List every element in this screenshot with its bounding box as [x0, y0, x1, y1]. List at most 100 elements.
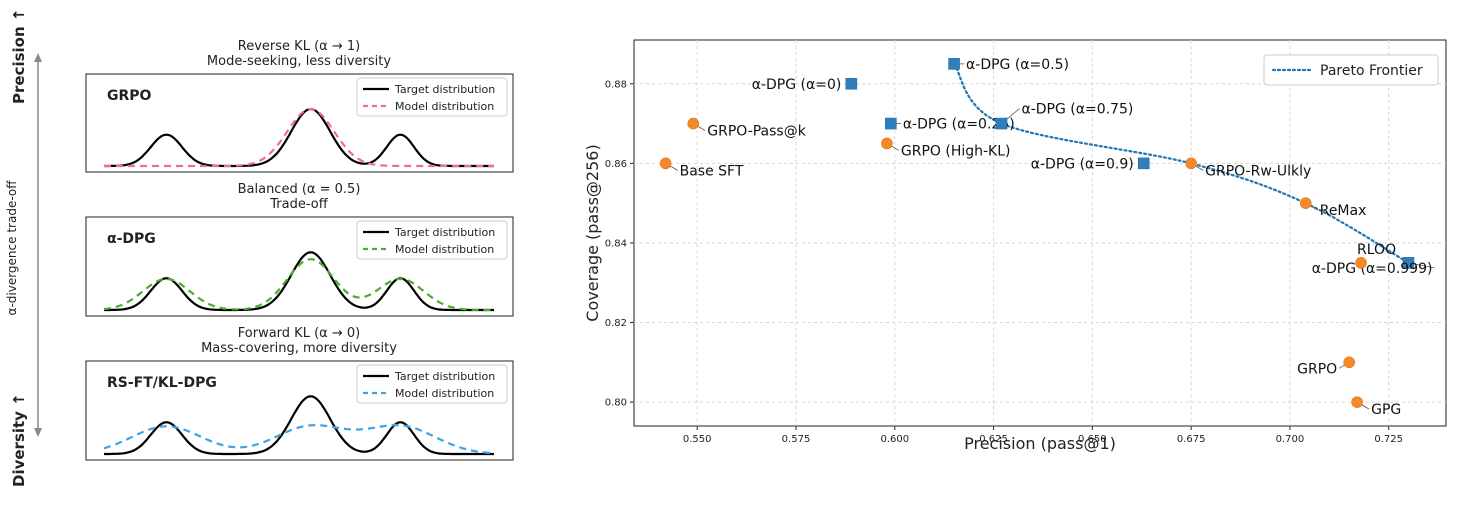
data-point--dpg-0-5-: α-DPG (α=0.5) [948, 57, 1069, 73]
point-label: Base SFT [680, 163, 744, 179]
data-point-grpo-rw-ulkly: GRPO-Rw-Ulkly [1185, 157, 1311, 179]
x-tick-label: 0.625 [979, 434, 1008, 445]
data-point-grpo-high-kl-: GRPO (High-KL) [881, 137, 1011, 159]
panel-legend-box [356, 220, 508, 260]
point-label: RLOO [1357, 242, 1396, 258]
circle-marker [687, 117, 700, 130]
target-distribution-curve [104, 107, 494, 168]
panel-title-line2: Trade-off [269, 197, 328, 212]
y-tick-label: 0.84 [605, 238, 627, 249]
data-point-grpo-pass-k: GRPO-Pass@k [687, 117, 807, 140]
model-distribution-curve [103, 424, 495, 455]
x-tick-label: 0.550 [683, 434, 712, 445]
square-marker [1402, 257, 1415, 269]
data-point--dpg-0-9-: α-DPG (α=0.9) [1031, 156, 1150, 172]
model-distribution-curve [103, 258, 494, 312]
legend: Pareto Frontier [1263, 54, 1439, 86]
point-label: GRPO-Pass@k [707, 124, 806, 140]
x-axis-ticks: 0.550 0.575 0.600 0.625 0.650 0.675 0.700 0.725 [683, 426, 1403, 445]
circle-marker [659, 157, 672, 170]
circle-marker [1355, 257, 1367, 269]
x-axis-label: Precision (pass@1) [964, 434, 1116, 453]
data-point-rloo: RLOO [1355, 242, 1396, 269]
data-point-gpg: GPG [1351, 396, 1401, 418]
point-label: ReMax [1320, 203, 1367, 219]
point-label: α-DPG (α=0.999) [1312, 261, 1433, 277]
legend-model-label: Model distribution [395, 243, 494, 256]
y-tick-label: 0.86 [605, 159, 627, 170]
data-point--dpg-0-25-: α-DPG (α=0.25) [885, 117, 1015, 133]
data-point--dpg-0-999-: α-DPG (α=0.999) [1312, 257, 1435, 277]
data-points: α-DPG (α=0) α-DPG (α=0.25) α-DPG (α=0.5) α-… [659, 57, 1435, 418]
circle-marker [1351, 396, 1363, 408]
panel-title-line2: Mode-seeking, less diversity [207, 54, 391, 69]
legend-box [1263, 54, 1439, 86]
method-label: GRPO [107, 88, 152, 104]
square-marker [995, 117, 1008, 130]
distribution-panels: Reverse KL (α → 1)Mode-seeking, less div… [85, 39, 514, 461]
circle-marker [1343, 356, 1355, 369]
left-side-annotations: Precision ↑ α-divergence trade-off Diver… [5, 9, 42, 487]
x-tick-label: 0.600 [880, 434, 909, 445]
gridlines [634, 40, 1446, 426]
x-tick-label: 0.575 [782, 434, 811, 445]
panel-title-line2: Mass-covering, more diversity [201, 341, 397, 356]
x-tick-label: 0.675 [1177, 434, 1206, 445]
square-marker [885, 117, 897, 130]
diversity-arrow-label: Diversity ↑ [10, 393, 28, 487]
square-marker [1137, 157, 1150, 170]
method-label: RS-FT/KL-DPG [107, 375, 217, 391]
point-label: GRPO (High-KL) [901, 143, 1011, 159]
point-label: α-DPG (α=0.25) [903, 117, 1015, 133]
circle-marker [1299, 197, 1312, 209]
x-tick-label: 0.650 [1078, 434, 1107, 445]
precision-arrow-label: Precision ↑ [10, 9, 28, 104]
point-label: α-DPG (α=0) [752, 77, 842, 93]
y-tick-label: 0.80 [605, 398, 627, 409]
data-point--dpg-0-: α-DPG (α=0) [752, 77, 858, 93]
tradeoff-arrow-down-head [34, 428, 42, 437]
y-axis-label: Coverage (pass@256) [583, 144, 602, 321]
data-point--dpg-0-75-: α-DPG (α=0.75) [995, 102, 1133, 130]
circle-marker [1185, 157, 1197, 170]
scatter-chart: 0.550 0.575 0.600 0.625 0.650 0.675 0.700 0.725… [583, 39, 1447, 453]
target-distribution-curve [104, 395, 494, 456]
panel-title-line1: Reverse KL (α → 1) [238, 39, 360, 54]
data-point-base-sft: Base SFT [659, 157, 744, 179]
distribution-panel-1: Reverse KL (α → 1)Mode-seeking, less div… [85, 39, 514, 173]
panel-legend-box [356, 77, 508, 117]
data-point-remax: ReMax [1299, 197, 1367, 219]
y-tick-label: 0.88 [605, 79, 627, 90]
panel-title-line1: Forward KL (α → 0) [238, 326, 360, 341]
point-label: GRPO-Rw-Ulkly [1205, 163, 1311, 179]
point-label: α-DPG (α=0.5) [966, 57, 1069, 73]
x-tick-label: 0.725 [1374, 434, 1403, 445]
data-point-grpo: GRPO [1297, 356, 1355, 377]
circle-marker [881, 137, 893, 150]
model-distribution-curve [104, 107, 494, 168]
legend-model-label: Model distribution [395, 100, 494, 113]
point-label: GPG [1371, 402, 1401, 418]
point-label: α-DPG (α=0.9) [1031, 156, 1134, 172]
y-axis-ticks: 0.80 0.82 0.84 0.86 0.88 [605, 79, 634, 409]
legend-frontier-label: Pareto Frontier [1320, 63, 1423, 79]
square-marker [948, 58, 960, 70]
tradeoff-arrow-up-head [34, 53, 42, 62]
panel-title-line1: Balanced (α = 0.5) [238, 182, 361, 197]
x-tick-label: 0.700 [1276, 434, 1305, 445]
panel-legend-box [356, 364, 508, 404]
plot-area [633, 39, 1447, 427]
y-tick-label: 0.82 [605, 318, 627, 329]
method-label: α-DPG [107, 231, 156, 247]
point-label: α-DPG (α=0.75) [1021, 102, 1133, 118]
distribution-panel-2: Balanced (α = 0.5)Trade-off α-DPG Target d… [85, 182, 514, 317]
square-marker [845, 77, 858, 90]
legend-target-label: Target distribution [394, 370, 495, 383]
point-label: GRPO [1297, 361, 1337, 377]
tradeoff-axis-label: α-divergence trade-off [5, 180, 19, 316]
legend-target-label: Target distribution [394, 226, 495, 239]
distribution-panel-3: Forward KL (α → 0)Mass-covering, more di… [85, 326, 514, 461]
legend-model-label: Model distribution [395, 387, 494, 400]
legend-target-label: Target distribution [394, 83, 495, 96]
